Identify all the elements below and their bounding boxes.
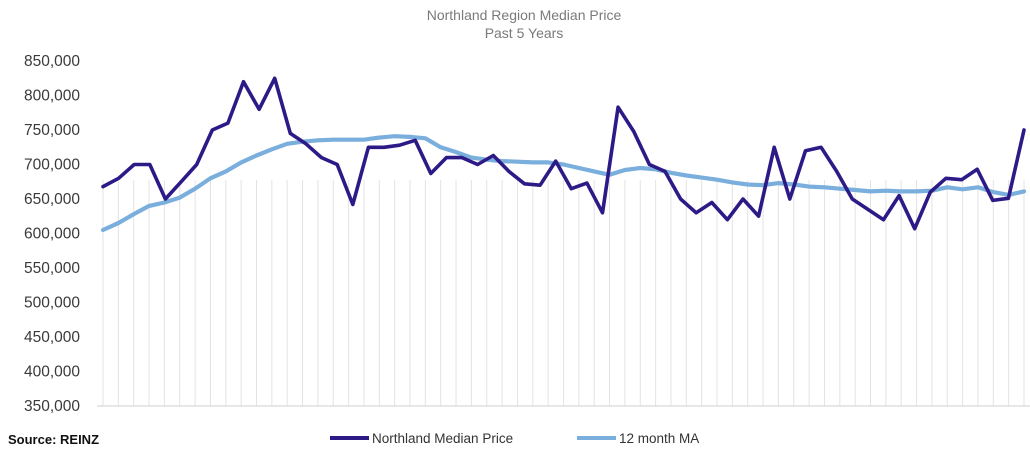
vertical-gridlines [102, 180, 1025, 406]
y-tick-label: 550,000 [24, 260, 80, 277]
y-tick-label: 750,000 [24, 122, 80, 139]
series-line-12-month-ma [100, 134, 1027, 233]
y-tick-label: 500,000 [24, 295, 80, 312]
y-tick-label: 450,000 [24, 329, 80, 346]
chart-title: Northland Region Median Price [427, 7, 622, 23]
y-axis-ticks: 850,000 800,000 750,000 700,000 650,000 600,0… [24, 53, 80, 415]
y-tick-label: 800,000 [24, 88, 80, 105]
y-tick-label: 400,000 [24, 364, 80, 381]
legend: Northland Median Price 12 month MA [330, 431, 699, 446]
y-tick-label: 350,000 [24, 398, 80, 415]
source-label: Source: REINZ [8, 432, 99, 447]
legend-label-12-month-ma: 12 month MA [619, 431, 699, 446]
series-line-northland-median-price [101, 76, 1026, 231]
y-tick-label: 600,000 [24, 226, 80, 243]
y-tick-label: 700,000 [24, 157, 80, 174]
legend-label-northland-median-price: Northland Median Price [372, 431, 513, 446]
y-tick-label: 850,000 [24, 53, 80, 70]
series-lines [100, 76, 1027, 233]
chart-subtitle: Past 5 Years [485, 25, 564, 41]
y-tick-label: 650,000 [24, 191, 80, 208]
